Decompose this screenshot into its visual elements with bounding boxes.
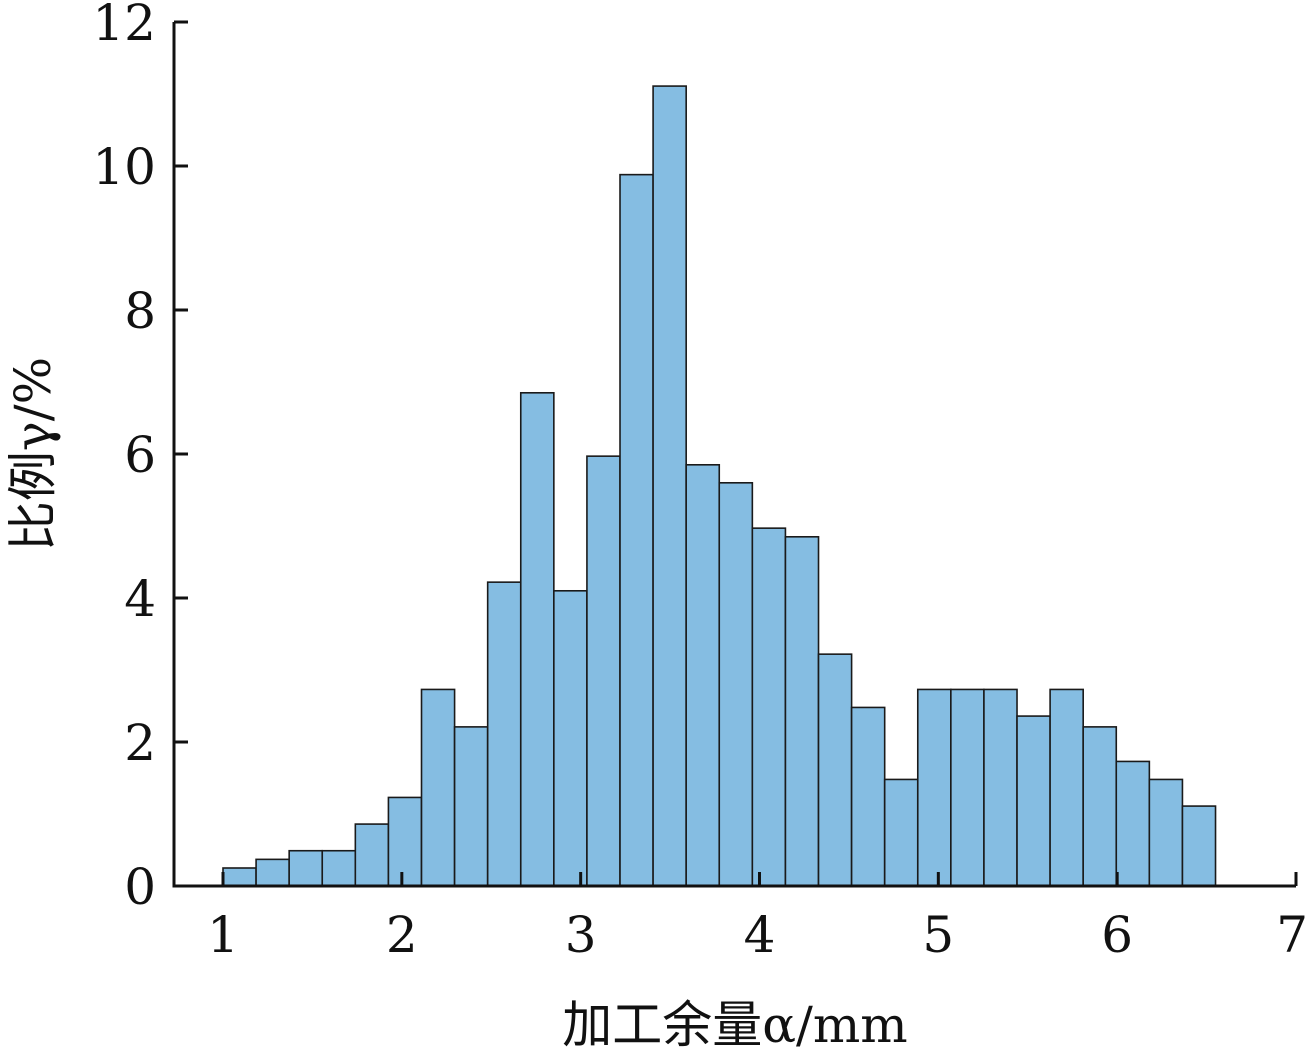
bar-22 xyxy=(916,688,952,887)
x-tick-label-2: 2 xyxy=(386,906,418,964)
bar-23 xyxy=(950,688,985,887)
y-tick-label-0: 0 xyxy=(124,858,156,916)
y-tick-label-6: 6 xyxy=(124,426,156,484)
y-tick-label-4: 4 xyxy=(124,570,156,628)
bar-17 xyxy=(751,527,787,887)
bar-20 xyxy=(850,706,886,887)
bar-6 xyxy=(387,796,423,887)
bar-30 xyxy=(1181,805,1217,887)
x-axis-title: 加工余量α/mm xyxy=(562,996,907,1052)
bar-4 xyxy=(321,849,357,887)
x-tick-label-5: 5 xyxy=(922,906,954,964)
x-tick-label-4: 4 xyxy=(744,906,776,964)
bar-18 xyxy=(784,535,820,887)
y-tick-label-10: 10 xyxy=(92,138,156,196)
y-tick-label-12: 12 xyxy=(92,0,156,52)
y-ticks-group: 0 2 4 6 8 10 12 xyxy=(92,0,188,916)
bar-29 xyxy=(1148,778,1184,887)
bar-16 xyxy=(718,481,754,887)
bar-26 xyxy=(1049,688,1084,887)
x-tick-label-3: 3 xyxy=(565,906,597,964)
bar-12 xyxy=(586,455,621,887)
bar-11 xyxy=(553,589,588,887)
bar-21 xyxy=(883,778,919,887)
y-axis-title: 比例γ/% xyxy=(4,357,62,551)
bar-15 xyxy=(685,463,721,887)
y-tick-label-2: 2 xyxy=(124,714,156,772)
bar-8 xyxy=(453,726,489,887)
bar-25 xyxy=(1016,715,1051,887)
bar-14 xyxy=(652,85,687,887)
bar-9 xyxy=(486,581,522,887)
bar-19 xyxy=(817,653,853,887)
bar-7 xyxy=(420,688,456,887)
bar-13 xyxy=(619,173,654,887)
bar-27 xyxy=(1082,726,1118,887)
bar-5 xyxy=(354,823,390,887)
bar-10 xyxy=(519,391,555,887)
y-tick-label-8: 8 xyxy=(124,282,156,340)
bar-1 xyxy=(222,867,257,887)
bar-28 xyxy=(1115,760,1151,887)
x-ticks-group: 1 2 3 4 5 6 7 xyxy=(207,872,1308,964)
bar-24 xyxy=(983,688,1018,887)
x-tick-label-1: 1 xyxy=(207,906,239,964)
x-tick-label-6: 6 xyxy=(1101,906,1133,964)
bars-group xyxy=(222,85,1217,887)
bar-2 xyxy=(255,858,290,887)
x-tick-label-7: 7 xyxy=(1276,906,1308,964)
bar-3 xyxy=(288,849,324,887)
